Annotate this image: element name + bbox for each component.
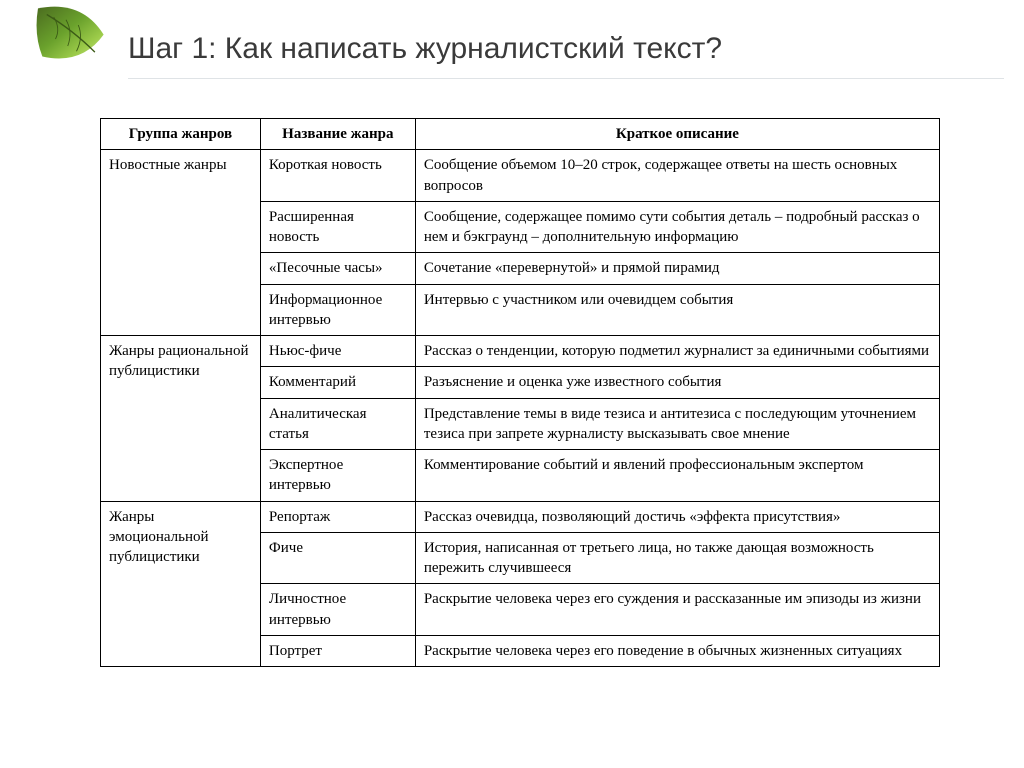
th-name: Название жанра [260,119,415,150]
cell-name: Фиче [260,532,415,584]
genres-table: Группа жанров Название жанра Краткое опи… [100,118,940,667]
cell-desc: Интервью с участником или очевидцем собы… [415,284,939,336]
cell-name: Портрет [260,635,415,666]
title-underline [128,78,1004,79]
cell-name: «Песочные часы» [260,253,415,284]
cell-group: Жанры эмоциональной публицистики [101,501,261,667]
cell-desc: Разъяснение и оценка уже известного собы… [415,367,939,398]
cell-desc: Комментирование событий и явлений профес… [415,450,939,502]
cell-desc: Раскрытие человека через его поведение в… [415,635,939,666]
table-header-row: Группа жанров Название жанра Краткое опи… [101,119,940,150]
cell-name: Аналитическая статья [260,398,415,450]
cell-name: Личностное интервью [260,584,415,636]
cell-group: Новостные жанры [101,150,261,336]
cell-name: Комментарий [260,367,415,398]
cell-desc: Представление темы в виде тезиса и антит… [415,398,939,450]
cell-desc: Сообщение, содержащее помимо сути событи… [415,201,939,253]
leaf-icon [28,4,118,74]
cell-name: Расширенная новость [260,201,415,253]
cell-group: Жанры рациональной публицистики [101,336,261,502]
th-desc: Краткое описание [415,119,939,150]
table-row: Жанры эмоциональной публицистики Репорта… [101,501,940,532]
cell-name: Короткая новость [260,150,415,202]
cell-name: Ньюс-фиче [260,336,415,367]
page-title: Шаг 1: Как написать журналистский текст? [128,32,722,66]
cell-name: Информационное интервью [260,284,415,336]
cell-desc: История, написанная от третьего лица, но… [415,532,939,584]
cell-desc: Раскрытие человека через его суждения и … [415,584,939,636]
cell-desc: Рассказ о тенденции, которую подметил жу… [415,336,939,367]
cell-desc: Сообщение объемом 10–20 строк, содержаще… [415,150,939,202]
table-row: Жанры рациональной публицистики Ньюс-фич… [101,336,940,367]
cell-desc: Сочетание «перевернутой» и прямой пирами… [415,253,939,284]
cell-name: Экспертное интервью [260,450,415,502]
table-row: Новостные жанры Короткая новость Сообщен… [101,150,940,202]
cell-name: Репортаж [260,501,415,532]
th-group: Группа жанров [101,119,261,150]
cell-desc: Рассказ очевидца, позволяющий достичь «э… [415,501,939,532]
